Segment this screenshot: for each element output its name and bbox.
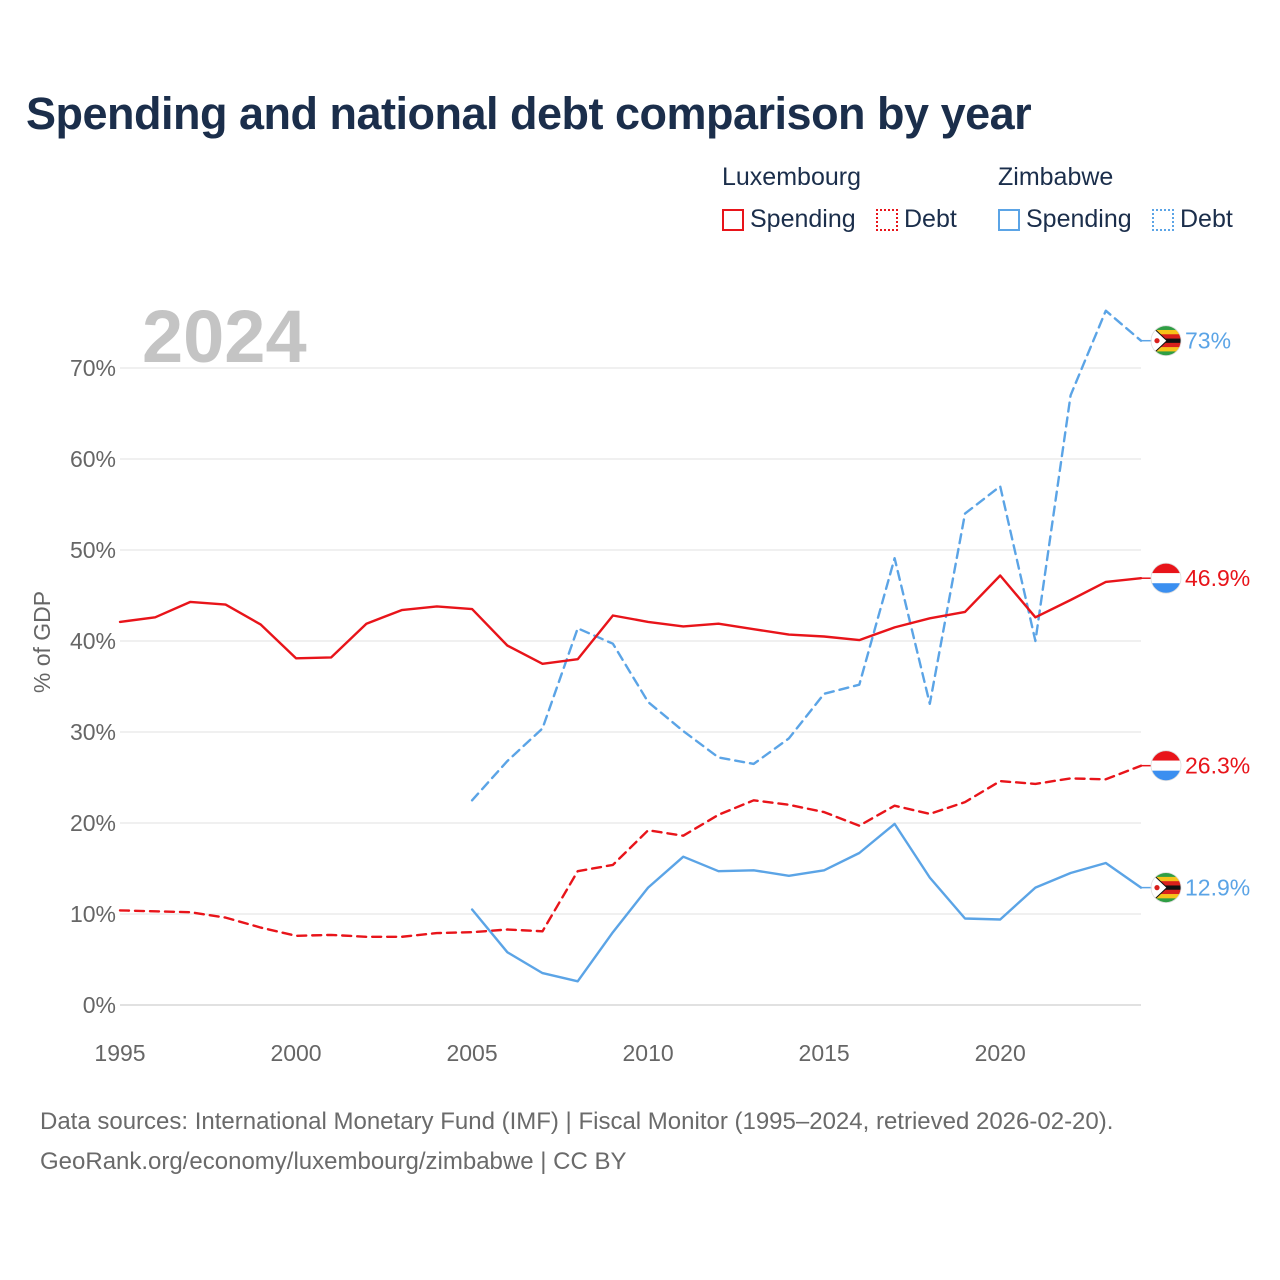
legend-group-zimbabwe: Zimbabwe: [998, 163, 1114, 191]
legend-swatch-dotted-icon: [876, 208, 898, 231]
line-chart: 2024 % of GDP 0% 10% 20% 30% 40% 50% 60% 70% 19…: [29, 295, 1250, 1066]
end-value-label: 73%: [1185, 328, 1231, 354]
y-tick-label: 40%: [70, 628, 116, 654]
legend-item-zimbabwe-spending[interactable]: Spending: [998, 205, 1132, 234]
luxembourg-flag-icon: [1150, 750, 1182, 782]
y-tick-label: 30%: [70, 719, 116, 745]
chart-title: Spending and national debt comparison by…: [26, 88, 1032, 139]
legend-label: Debt: [904, 205, 957, 233]
source-note: Data sources: International Monetary Fun…: [40, 1108, 1114, 1135]
series-line-luxembourg-debt[interactable]: [118, 764, 1143, 938]
legend-item-zimbabwe-debt[interactable]: Debt: [1152, 205, 1233, 234]
legend-item-luxembourg-spending[interactable]: Spending: [722, 205, 856, 234]
x-tick-label: 1995: [94, 1040, 145, 1066]
y-tick-label: 60%: [70, 446, 116, 472]
legend-label: Spending: [1026, 205, 1132, 233]
y-axis-label: % of GDP: [29, 591, 55, 693]
series-line-zimbabwe-debt[interactable]: [470, 309, 1143, 802]
end-value-label: 26.3%: [1185, 753, 1250, 779]
y-tick-label: 50%: [70, 537, 116, 563]
legend-label: Spending: [750, 205, 856, 233]
legend-item-luxembourg-debt[interactable]: Debt: [876, 205, 957, 234]
x-tick-label: 2015: [799, 1040, 850, 1066]
series-line-zimbabwe-spending[interactable]: [470, 822, 1143, 983]
y-tick-label: 0%: [83, 992, 116, 1018]
zimbabwe-flag-icon: [1150, 325, 1182, 357]
legend-group-luxembourg: Luxembourg: [722, 163, 861, 191]
year-watermark: 2024: [142, 295, 307, 378]
x-tick-label: 2020: [975, 1040, 1026, 1066]
y-tick-label: 10%: [70, 901, 116, 927]
legend-label: Debt: [1180, 205, 1233, 233]
legend-swatch-dotted-icon: [1152, 208, 1174, 231]
legend-swatch-solid-icon: [998, 208, 1020, 231]
x-tick-label: 2005: [446, 1040, 497, 1066]
x-tick-label: 2010: [623, 1040, 674, 1066]
y-tick-label: 20%: [70, 810, 116, 836]
y-tick-label: 70%: [70, 355, 116, 381]
series-line-luxembourg-spending[interactable]: [118, 574, 1143, 665]
luxembourg-flag-icon: [1150, 562, 1182, 594]
credit-note: GeoRank.org/economy/luxembourg/zimbabwe …: [40, 1148, 627, 1175]
x-tick-label: 2000: [270, 1040, 321, 1066]
zimbabwe-flag-icon: [1150, 872, 1182, 904]
legend-swatch-solid-icon: [722, 208, 744, 231]
end-value-label: 46.9%: [1185, 565, 1250, 591]
end-value-label: 12.9%: [1185, 875, 1250, 901]
